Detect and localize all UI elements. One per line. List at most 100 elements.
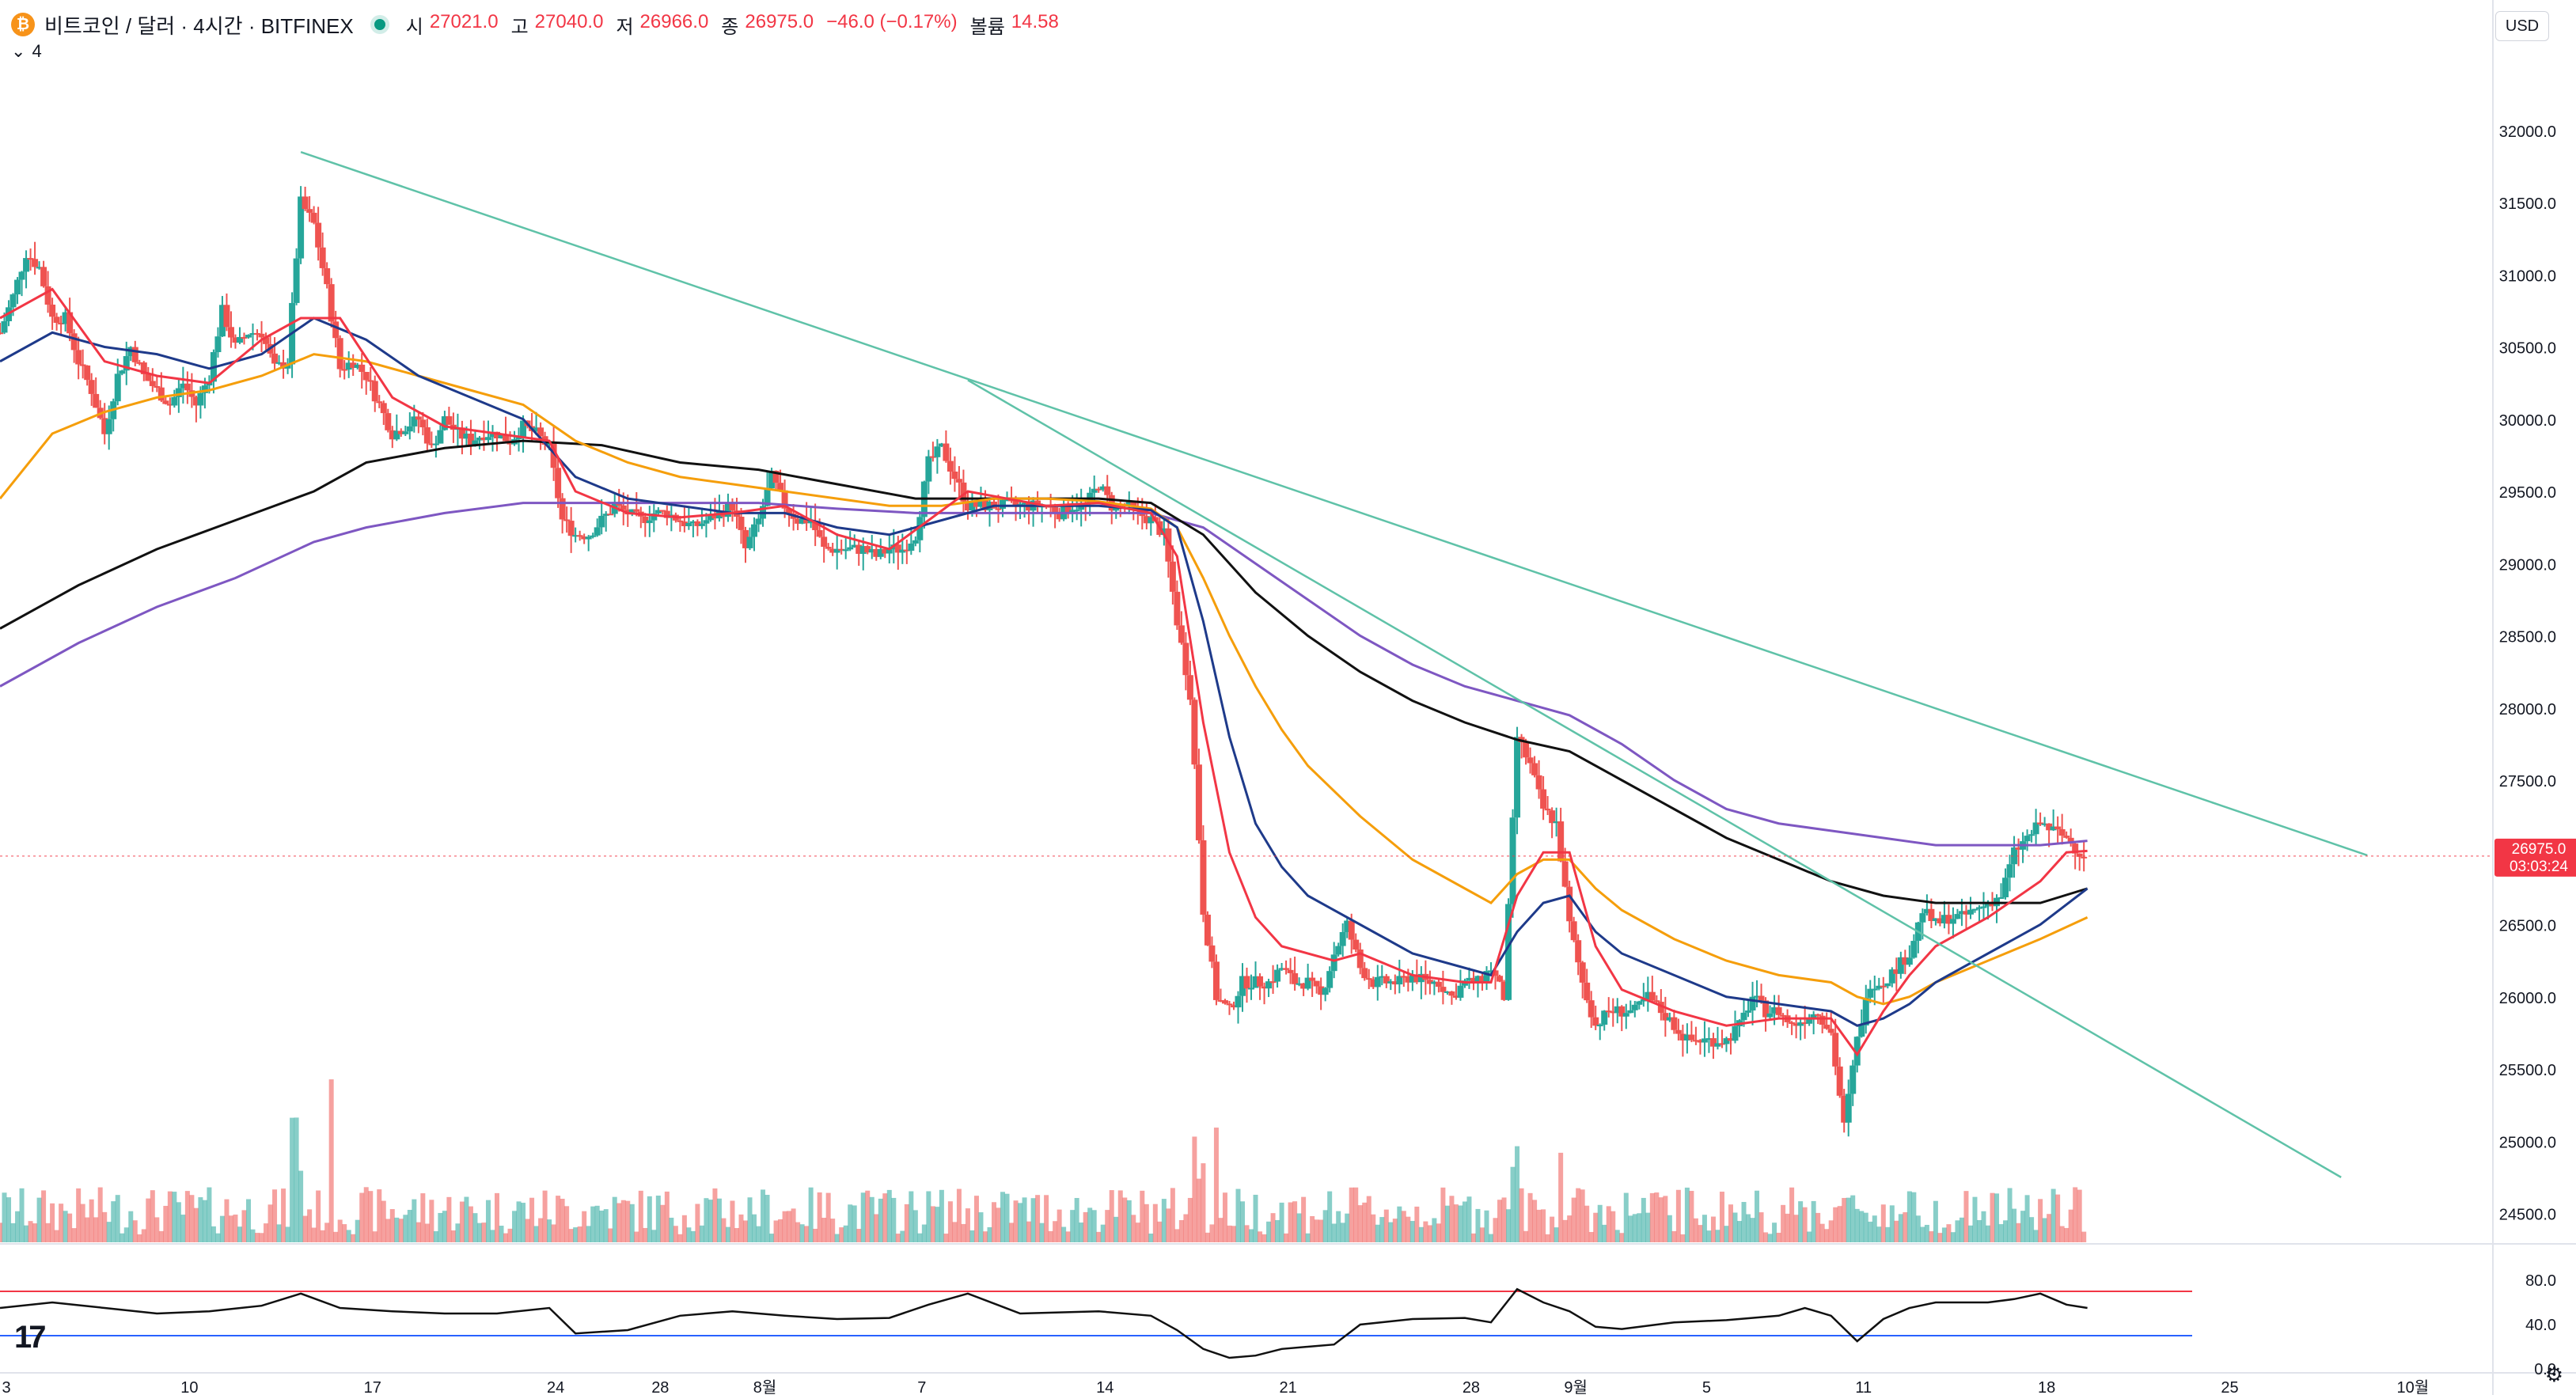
volume-bar bbox=[207, 1187, 212, 1242]
candle-body bbox=[1165, 528, 1172, 562]
volume-bar bbox=[660, 1204, 666, 1242]
candle-body bbox=[550, 442, 557, 468]
candle-body bbox=[1806, 1019, 1813, 1024]
candle-body bbox=[1000, 499, 1007, 509]
candle-body bbox=[463, 434, 470, 439]
candle-body bbox=[1928, 908, 1935, 922]
volume-bar bbox=[909, 1191, 914, 1242]
candle-body bbox=[821, 536, 828, 548]
volume-bar bbox=[1571, 1197, 1576, 1242]
ohlc-open-value: 27021.0 bbox=[429, 10, 499, 32]
candle-body bbox=[1226, 1003, 1233, 1006]
price-tick-label: 30000.0 bbox=[2499, 412, 2556, 430]
volume-bar bbox=[1976, 1219, 1982, 1242]
candle-body bbox=[576, 535, 583, 537]
volume-bar bbox=[1414, 1206, 1420, 1242]
volume-bar bbox=[1994, 1193, 2000, 1242]
volume-bar bbox=[1039, 1223, 1045, 1242]
candle-body bbox=[1671, 1017, 1678, 1030]
volume-bar bbox=[385, 1219, 391, 1242]
volume-bar bbox=[481, 1223, 487, 1242]
volume-bar bbox=[403, 1215, 408, 1242]
candle-body bbox=[149, 381, 156, 386]
volume-bar bbox=[241, 1210, 247, 1242]
candle-body bbox=[70, 333, 78, 351]
volume-bar bbox=[1196, 1178, 1201, 1242]
candle-body bbox=[777, 483, 784, 491]
candle-body bbox=[1248, 987, 1255, 990]
volume-bar bbox=[237, 1226, 242, 1242]
candle-body bbox=[2067, 837, 2074, 844]
volume-bar bbox=[1053, 1221, 1058, 1242]
candle-body bbox=[795, 518, 802, 524]
volume-bar bbox=[1811, 1200, 1816, 1242]
candle-body bbox=[611, 504, 618, 514]
candle-body bbox=[75, 350, 82, 365]
volume-bar bbox=[1270, 1213, 1276, 1242]
volume-bar bbox=[472, 1213, 478, 1242]
candle-body bbox=[894, 544, 901, 553]
volume-bar bbox=[1449, 1196, 1455, 1242]
candle-body bbox=[607, 514, 614, 516]
candle-body bbox=[1426, 980, 1433, 984]
candle-body bbox=[816, 530, 823, 537]
candle-body bbox=[380, 403, 387, 414]
candle-body bbox=[1200, 840, 1207, 915]
candle-body bbox=[951, 471, 958, 480]
candle-body bbox=[415, 416, 422, 420]
candle-body bbox=[663, 510, 670, 518]
candle-body bbox=[1300, 983, 1307, 989]
time-tick-label: 9월 bbox=[1564, 1378, 1588, 1395]
candle-body bbox=[585, 536, 592, 540]
candle-body bbox=[258, 333, 265, 338]
candle-body bbox=[114, 373, 121, 402]
candle-body bbox=[1235, 995, 1242, 1008]
candle-body bbox=[803, 518, 810, 524]
price-tick-label: 29500.0 bbox=[2499, 484, 2556, 502]
volume-bar bbox=[2024, 1195, 2030, 1242]
volume-bar bbox=[507, 1228, 513, 1242]
candle-body bbox=[799, 518, 806, 524]
volume-bar bbox=[987, 1226, 992, 1242]
volume-bar bbox=[1035, 1195, 1041, 1242]
volume-bar bbox=[2, 1192, 7, 1242]
candle-body bbox=[925, 456, 932, 482]
candle-body bbox=[1557, 821, 1565, 862]
volume-bar bbox=[438, 1212, 443, 1242]
volume-bar bbox=[2073, 1187, 2078, 1242]
volume-bar bbox=[351, 1234, 356, 1242]
volume-bar bbox=[120, 1233, 125, 1242]
candle-body bbox=[1391, 981, 1398, 985]
volume-bar bbox=[1846, 1197, 1851, 1242]
volume-bar bbox=[1284, 1233, 1289, 1242]
volume-bar bbox=[1174, 1229, 1180, 1242]
volume-bar bbox=[1392, 1219, 1398, 1242]
volume-bar bbox=[594, 1205, 600, 1242]
candle-body bbox=[2011, 847, 2018, 865]
currency-button[interactable]: USD bbox=[2495, 11, 2549, 41]
gear-icon[interactable]: ⚙ bbox=[2544, 1363, 2563, 1386]
volume-bar bbox=[787, 1211, 792, 1242]
volume-bar bbox=[856, 1229, 862, 1242]
volume-bar bbox=[1113, 1216, 1119, 1242]
indicator-toggle[interactable]: ⌄ 4 bbox=[11, 41, 42, 62]
candle-body bbox=[271, 353, 279, 364]
volume-bar bbox=[1746, 1214, 1751, 1242]
volume-bar bbox=[1963, 1191, 1969, 1242]
volume-bar bbox=[1440, 1187, 1446, 1242]
candle-body bbox=[241, 336, 248, 339]
price-tick-label: 26500.0 bbox=[2499, 918, 2556, 935]
volume-bar bbox=[407, 1210, 412, 1242]
candle-body bbox=[175, 388, 182, 397]
symbol-title[interactable]: 비트코인 / 달러 · 4시간 · BITFINEX bbox=[44, 13, 354, 38]
volume-bar bbox=[0, 1223, 2, 1242]
volume-bar bbox=[59, 1204, 64, 1242]
volume-bar bbox=[521, 1203, 526, 1242]
volume-bar bbox=[1231, 1226, 1236, 1242]
candle-body bbox=[1452, 995, 1459, 998]
volume-bar bbox=[1510, 1166, 1516, 1242]
volume-bar bbox=[420, 1193, 426, 1242]
price-tick-label: 29000.0 bbox=[2499, 556, 2556, 574]
